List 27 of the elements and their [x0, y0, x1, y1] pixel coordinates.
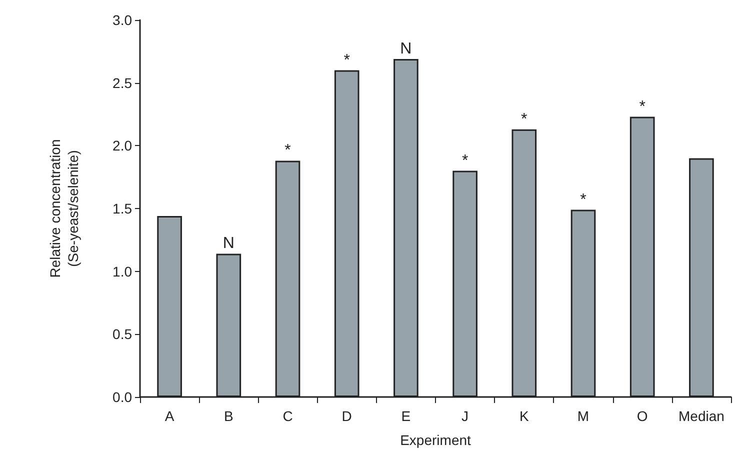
x-tick-label: E: [401, 408, 411, 424]
x-tick-label: M: [577, 408, 590, 424]
x-tick-label: B: [224, 408, 234, 424]
y-tick-label: 3.0: [112, 12, 132, 28]
annotation: N: [222, 235, 234, 252]
annotation: *: [580, 191, 586, 208]
x-axis-title: Experiment: [400, 432, 472, 448]
annotation: *: [284, 142, 291, 160]
x-tick-label: K: [519, 408, 530, 424]
annotation: *: [639, 98, 646, 116]
y-tick-label: 2.5: [112, 74, 132, 91]
x-tick-label: D: [342, 408, 352, 424]
annotation: N: [400, 40, 412, 58]
x-tick-label: A: [164, 408, 175, 424]
x-tick-label: Median: [678, 408, 724, 424]
y-tick-label: 1.5: [112, 200, 132, 216]
y-axis-title: Relative concentration (Se-yeast/selenite): [47, 139, 81, 278]
y-tick-label: 0.0: [112, 389, 132, 405]
y-tick-label: 0.5: [112, 326, 132, 342]
x-tick-label: C: [282, 408, 293, 424]
x-tick-label: J: [462, 408, 469, 424]
annotation: *: [462, 152, 468, 170]
y-tick-label: 2.0: [112, 138, 132, 154]
annotation: *: [521, 110, 528, 128]
x-tick-label: O: [636, 408, 648, 424]
y-tick-label: 1.0: [112, 263, 132, 280]
annotation: *: [344, 52, 350, 69]
